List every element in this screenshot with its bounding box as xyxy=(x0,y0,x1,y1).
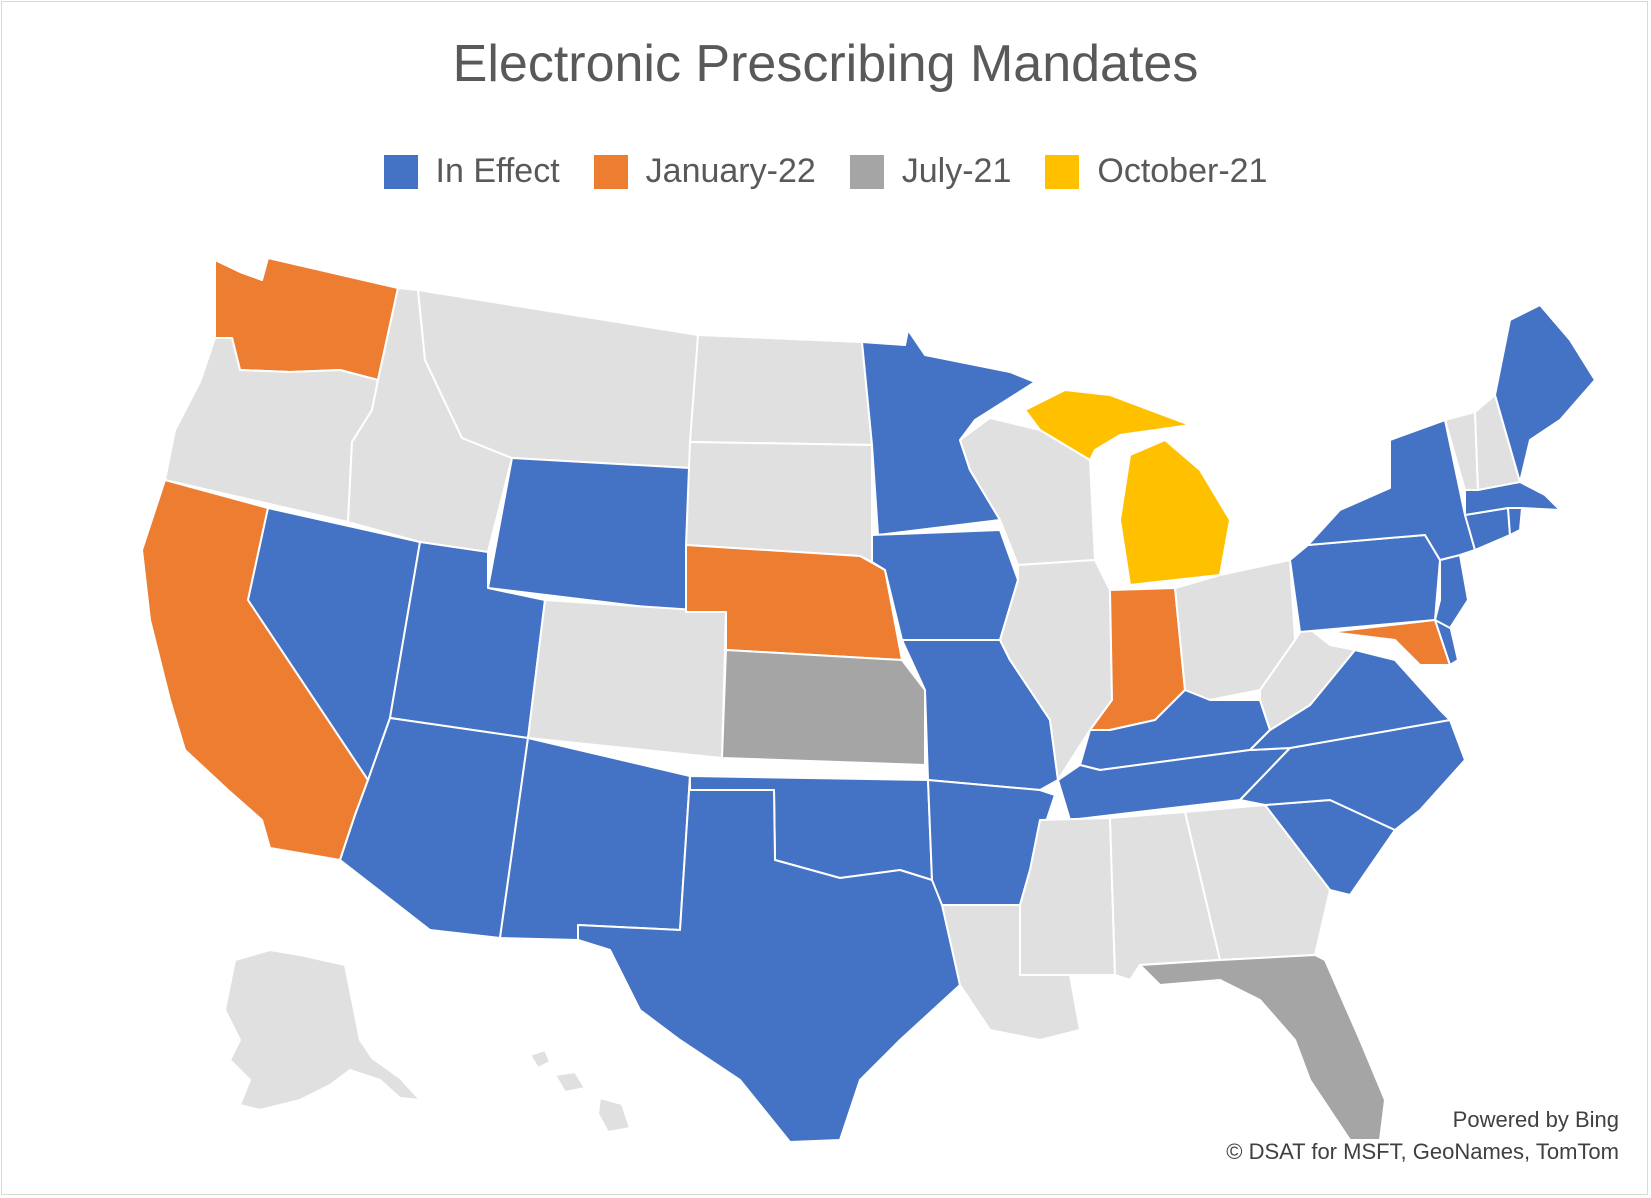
legend-item-january-22: January-22 xyxy=(593,152,816,191)
state-WV[interactable] xyxy=(1259,624,1356,731)
legend-label-january-22: January-22 xyxy=(645,152,816,190)
state-MI[interactable] xyxy=(1024,389,1231,586)
legend-swatch-in-effect xyxy=(383,154,418,189)
state-MA[interactable] xyxy=(1464,481,1561,516)
state-HI[interactable] xyxy=(529,1049,631,1133)
state-RI[interactable] xyxy=(1507,507,1523,536)
attribution-powered-by: Powered by Bing xyxy=(1452,1107,1619,1132)
legend-item-in-effect: In Effect xyxy=(383,152,560,191)
state-ME[interactable] xyxy=(1494,304,1596,483)
legend: In Effect January-22 July-21 October-21 xyxy=(0,152,1651,191)
state-AK[interactable] xyxy=(224,949,421,1111)
map-attribution: Powered by Bing © DSAT for MSFT, GeoName… xyxy=(1226,1104,1619,1168)
legend-item-october-21: October-21 xyxy=(1045,152,1267,191)
legend-swatch-july-21 xyxy=(849,154,884,189)
state-ND[interactable] xyxy=(689,334,873,446)
state-WY[interactable] xyxy=(487,457,691,613)
state-WA[interactable] xyxy=(214,257,399,381)
state-NM[interactable] xyxy=(499,737,691,941)
state-CO[interactable] xyxy=(527,599,727,759)
state-FL[interactable] xyxy=(1139,954,1386,1141)
legend-swatch-october-21 xyxy=(1045,154,1080,189)
state-PA[interactable] xyxy=(1289,534,1441,633)
state-TX[interactable] xyxy=(577,775,961,1143)
legend-label-october-21: October-21 xyxy=(1097,152,1268,190)
map-title: Electronic Prescribing Mandates xyxy=(452,35,1199,93)
legend-item-july-21: July-21 xyxy=(849,152,1012,191)
legend-label-july-21: July-21 xyxy=(901,152,1012,190)
legend-label-in-effect: In Effect xyxy=(435,152,560,190)
legend-swatch-january-22 xyxy=(593,154,628,189)
state-SD[interactable] xyxy=(685,441,873,563)
state-MD[interactable] xyxy=(1329,619,1451,666)
state-NJ[interactable] xyxy=(1434,554,1469,629)
attribution-copyright: © DSAT for MSFT, GeoNames, TomTom xyxy=(1226,1139,1619,1164)
state-KS[interactable] xyxy=(721,649,926,766)
